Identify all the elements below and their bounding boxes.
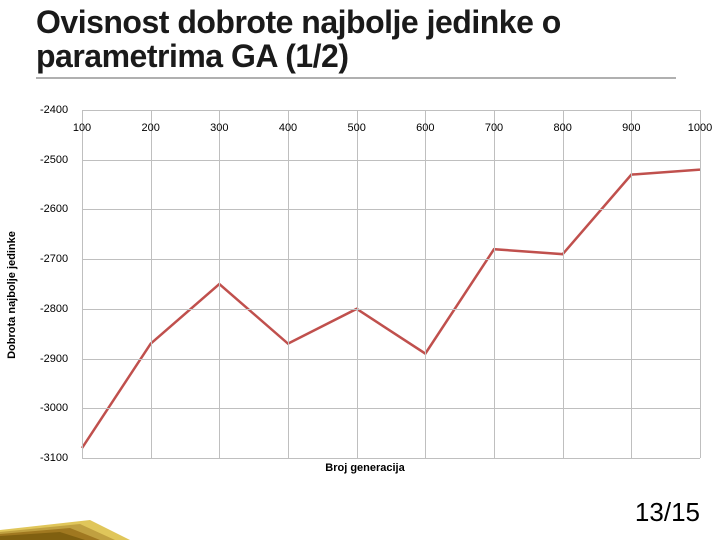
x-tick-label: 200 — [141, 122, 159, 134]
y-tick-label: -2500 — [40, 154, 68, 166]
slide-title: Ovisnost dobrote najbolje jedinke o para… — [36, 6, 676, 79]
gridline-h — [82, 408, 700, 409]
x-tick-label: 500 — [347, 122, 365, 134]
gridline-h — [82, 259, 700, 260]
plot-area — [82, 110, 700, 458]
y-tick-label: -2600 — [40, 203, 68, 215]
y-tick-label: -2800 — [40, 303, 68, 315]
y-axis-label: Dobrota najbolje jedinke — [6, 231, 18, 359]
x-tick-label: 400 — [279, 122, 297, 134]
x-tick-label: 1000 — [688, 122, 712, 134]
gridline-v — [151, 110, 152, 458]
gridline-v — [82, 110, 83, 458]
gridline-h — [82, 160, 700, 161]
y-tick-label: -3000 — [40, 402, 68, 414]
gridline-h — [82, 110, 700, 111]
corner-accent — [0, 490, 130, 540]
gridline-v — [357, 110, 358, 458]
x-tick-label: 100 — [73, 122, 91, 134]
gridline-h — [82, 458, 700, 459]
gridline-h — [82, 209, 700, 210]
x-tick-label: 600 — [416, 122, 434, 134]
y-tick-label: -2400 — [40, 104, 68, 116]
y-tick-label: -2900 — [40, 353, 68, 365]
line-chart: Dobrota najbolje jedinke -2400-2500-2600… — [30, 110, 700, 480]
page-number: 13/15 — [635, 497, 700, 528]
gridline-v — [563, 110, 564, 458]
gridline-h — [82, 309, 700, 310]
gridline-v — [631, 110, 632, 458]
gridline-v — [700, 110, 701, 458]
gridline-v — [494, 110, 495, 458]
x-tick-label: 900 — [622, 122, 640, 134]
x-tick-label: 700 — [485, 122, 503, 134]
gridline-h — [82, 359, 700, 360]
x-tick-label: 300 — [210, 122, 228, 134]
y-tick-label: -2700 — [40, 253, 68, 265]
x-axis-label: Broj generacija — [325, 462, 404, 474]
gridline-v — [425, 110, 426, 458]
y-tick-label: -3100 — [40, 452, 68, 464]
gridline-v — [219, 110, 220, 458]
gridline-v — [288, 110, 289, 458]
x-tick-label: 800 — [553, 122, 571, 134]
data-line — [82, 110, 700, 458]
